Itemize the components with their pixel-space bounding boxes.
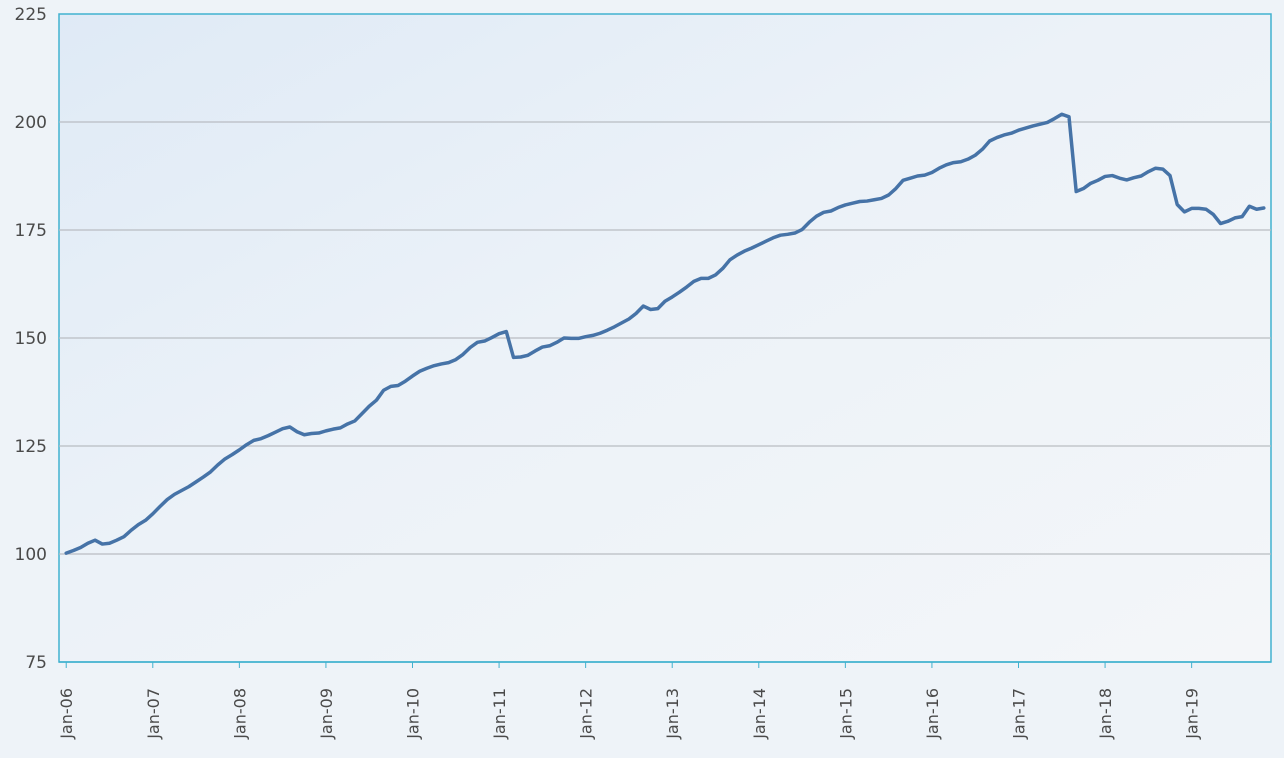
- x-tick-label: Jan-17: [1010, 688, 1029, 740]
- y-tick-label: 125: [15, 437, 47, 457]
- x-tick-label: Jan-15: [836, 688, 855, 740]
- x-axis: Jan-06 Jan-07 Jan-08 Jan-09 Jan-10 Jan-11 Jan-…: [57, 662, 1202, 740]
- x-tick-label: Jan-12: [577, 688, 596, 740]
- x-tick-label: Jan-10: [404, 688, 423, 740]
- x-tick-label: Jan-13: [663, 688, 682, 740]
- y-tick-label: 225: [15, 5, 47, 25]
- x-tick-label: Jan-11: [490, 688, 509, 740]
- x-tick-label: Jan-06: [57, 688, 76, 740]
- y-tick-label: 175: [15, 221, 47, 241]
- y-tick-label: 75: [25, 653, 47, 673]
- x-tick-label: Jan-08: [230, 688, 249, 740]
- series-layer: [64, 112, 1266, 555]
- x-tick-label: Jan-19: [1183, 688, 1202, 740]
- y-axis: 75 100 125 150 175 200 225: [15, 5, 47, 673]
- x-tick-label: Jan-18: [1096, 688, 1115, 740]
- x-tick-label: Jan-16: [923, 688, 942, 740]
- y-tick-label: 200: [15, 113, 47, 133]
- x-tick-label: Jan-09: [317, 688, 336, 740]
- series-line: [64, 112, 1266, 555]
- y-tick-label: 100: [15, 545, 47, 565]
- x-tick-label: Jan-14: [750, 688, 769, 740]
- x-tick-label: Jan-07: [144, 688, 163, 740]
- y-tick-label: 150: [15, 329, 47, 349]
